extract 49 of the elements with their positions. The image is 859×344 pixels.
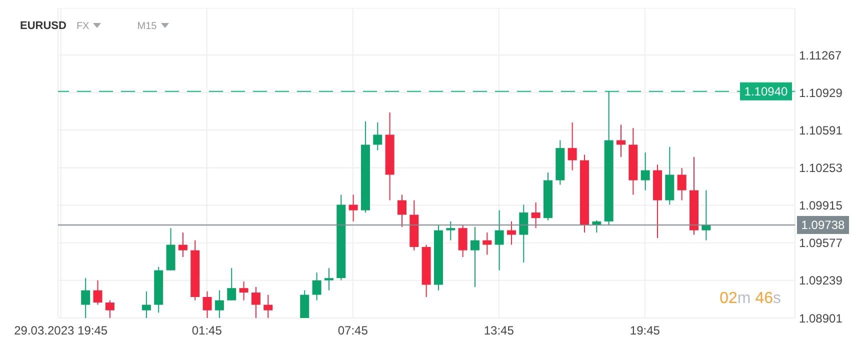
y-tick-label: 1.11267 — [799, 48, 842, 62]
candlestick — [494, 210, 504, 271]
candlestick — [214, 290, 224, 318]
candlestick — [677, 168, 686, 201]
candlestick — [324, 268, 334, 291]
candlestick — [81, 278, 90, 318]
candlestick — [482, 232, 492, 256]
candlestick — [446, 220, 456, 241]
y-tick-label: 1.10591 — [799, 123, 843, 138]
candlestick — [373, 122, 382, 151]
candlestick — [470, 226, 480, 288]
annotation: FX — [76, 20, 90, 32]
candlestick — [458, 224, 468, 258]
y-tick-label: 1.10253 — [799, 160, 843, 175]
ref-line-label: 1.10940 — [744, 84, 788, 98]
candlestick — [239, 280, 248, 301]
y-tick-label: 1.09915 — [799, 198, 843, 213]
candlestick — [300, 290, 310, 318]
candlestick — [312, 272, 322, 301]
x-tick-label: 07:45 — [338, 324, 368, 338]
candlestick — [640, 152, 650, 191]
candlestick — [397, 194, 406, 228]
x-tick-label: 19:45 — [630, 324, 660, 338]
text: EURUSD — [20, 20, 66, 32]
x-tick-label: 01:45 — [192, 324, 222, 338]
candlestick — [616, 124, 626, 158]
candlestick — [702, 190, 711, 241]
x-tick-label: 29.03.2023 19:45 — [14, 324, 108, 338]
candlestick — [506, 220, 516, 246]
annotation: M15 — [137, 20, 158, 32]
candlestick — [348, 194, 358, 222]
candlestick — [178, 232, 188, 258]
candlestick — [251, 286, 260, 318]
y-tick-label: 1.08901 — [799, 311, 843, 326]
ref-line-label: 1.09738 — [801, 218, 846, 232]
candlestick — [227, 268, 236, 301]
candlestick — [105, 300, 114, 318]
candlestick — [93, 280, 102, 306]
candlestick — [202, 290, 212, 318]
candlestick — [531, 202, 540, 229]
candlestick — [264, 294, 273, 318]
y-tick-label: 1.09577 — [799, 236, 843, 250]
y-tick-label: 1.10929 — [799, 86, 843, 100]
x-tick-label: 13:45 — [484, 324, 514, 338]
candlestick — [568, 122, 577, 171]
annotation: 02m 46s — [720, 290, 781, 307]
candlestick — [519, 204, 528, 264]
y-tick-label: 1.09239 — [799, 274, 843, 288]
candlestick — [142, 290, 151, 318]
